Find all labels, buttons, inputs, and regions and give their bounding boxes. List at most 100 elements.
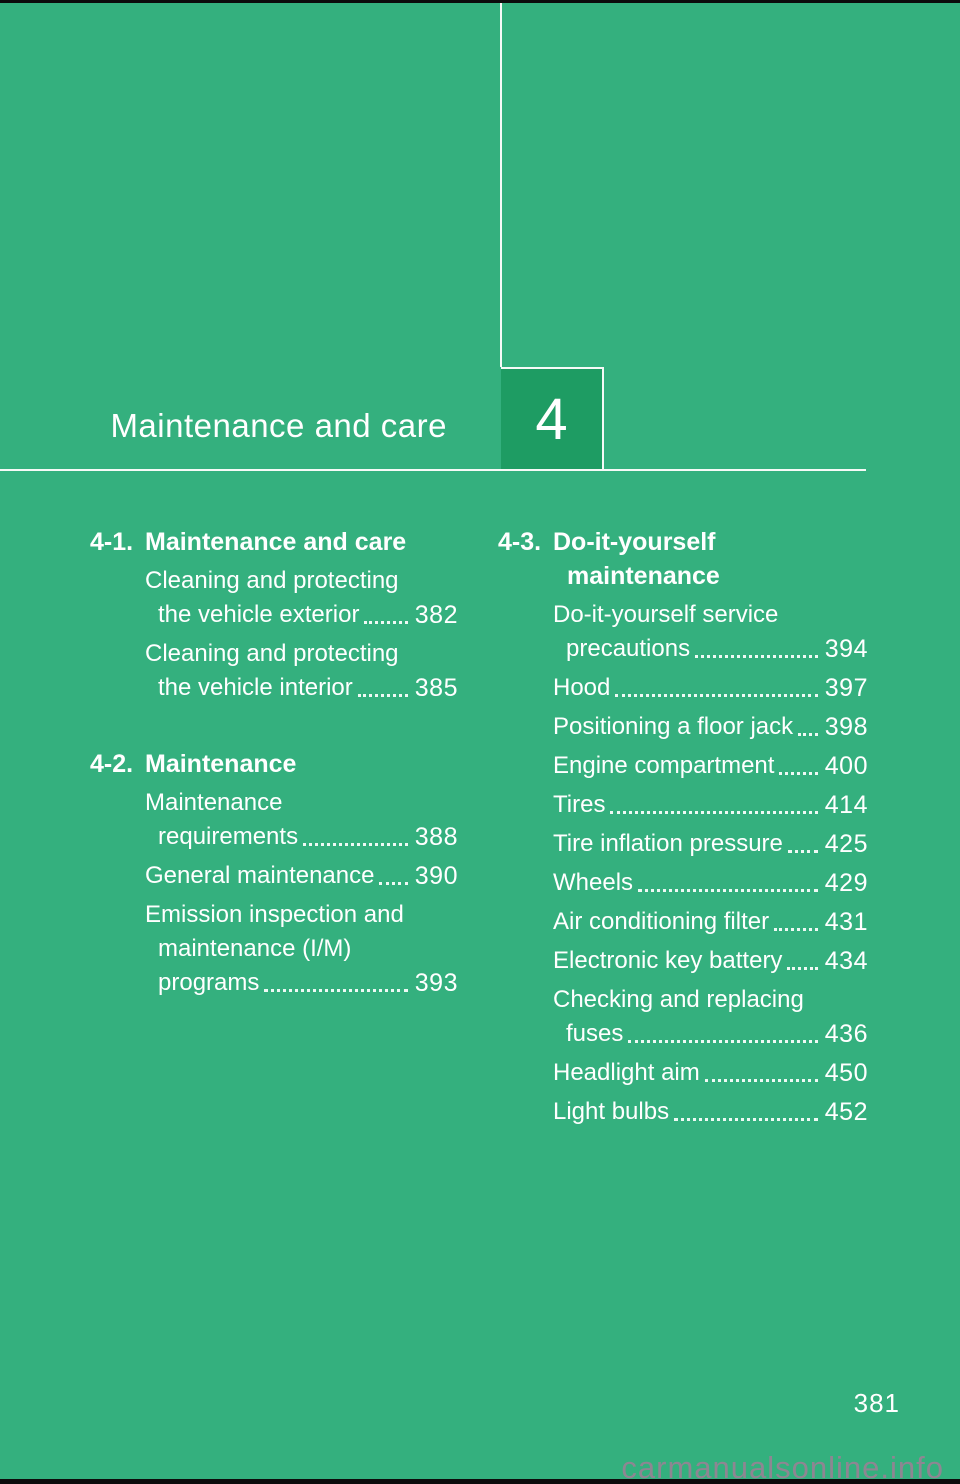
entry-label: Headlight aim	[553, 1059, 700, 1086]
section-header: 4-1. Maintenance and care	[90, 525, 458, 559]
chapter-title: Maintenance and care	[110, 407, 447, 444]
entry-label: Hood	[553, 674, 611, 701]
entry-text-line: Checking and replacing	[553, 986, 804, 1013]
entry-last-line: precautions 394	[553, 632, 868, 666]
entry-page-number: 425	[824, 830, 868, 858]
dot-leader	[779, 772, 818, 775]
entry-last-line: Headlight aim 450	[553, 1056, 868, 1090]
entry-page-number: 431	[824, 908, 868, 936]
bottom-edge-bar	[0, 1479, 960, 1484]
dot-leader	[379, 882, 408, 885]
entry-last-line: Hood 397	[553, 671, 868, 705]
entry-page-number: 398	[824, 713, 868, 741]
dot-leader	[638, 889, 818, 892]
entry-text-line: Do-it-yourself service	[553, 601, 779, 628]
entry-last-line: Wheels 429	[553, 866, 868, 900]
toc-entry: Hood 397	[498, 671, 868, 705]
entry-last-line: Tire inflation pressure 425	[553, 827, 868, 861]
dot-leader	[610, 811, 818, 814]
watermark-text: carmanualsonline.info	[621, 1450, 944, 1484]
entry-label: Tires	[553, 791, 606, 818]
entry-last-line: the vehicle exterior 382	[145, 598, 458, 632]
entry-page-number: 397	[824, 674, 868, 702]
section-title: Maintenance and care	[145, 525, 406, 559]
entry-label: Electronic key battery	[553, 947, 783, 974]
entry-last-line: programs 393	[145, 966, 458, 1000]
toc-column-right: 4-3. Do-it-yourself maintenance Do-it-yours…	[498, 525, 868, 1129]
entry-label: programs	[158, 969, 260, 996]
page-number: 381	[853, 1388, 900, 1418]
section-number: 4-1.	[90, 528, 134, 556]
section-title-line: Maintenance and care	[145, 528, 407, 556]
entry-label: Positioning a floor jack	[553, 713, 794, 740]
entry-page-number: 393	[414, 969, 458, 997]
toc-entry: Light bulbs 452	[498, 1095, 868, 1129]
entry-label: Air conditioning filter	[553, 908, 770, 935]
dot-leader	[787, 850, 818, 853]
entry-text-line: Emission inspection and	[145, 901, 404, 928]
dot-leader	[695, 655, 818, 658]
entry-page-number: 394	[824, 635, 868, 663]
toc-entry: Cleaning and protecting the vehicle inter…	[90, 637, 458, 705]
entry-page-number: 382	[414, 601, 458, 629]
top-edge-bar	[0, 0, 960, 3]
entry-text-line: Cleaning and protecting	[145, 567, 399, 594]
entry-label: requirements	[158, 823, 299, 850]
entry-last-line: Air conditioning filter 431	[553, 905, 868, 939]
section-title: Do-it-yourself maintenance	[553, 525, 720, 593]
section-title-line: Maintenance	[145, 750, 297, 778]
toc-entry: Emission inspection and maintenance (I/M)…	[90, 898, 458, 1000]
section-title-line: Do-it-yourself	[553, 528, 716, 556]
section-title: Maintenance	[145, 747, 296, 781]
entry-label: the vehicle exterior	[158, 601, 360, 628]
toc-entry: Headlight aim 450	[498, 1056, 868, 1090]
entry-page-number: 436	[824, 1020, 868, 1048]
toc-entry: Air conditioning filter 431	[498, 905, 868, 939]
section-header: 4-2. Maintenance	[90, 747, 458, 781]
header-horizontal-rule	[0, 469, 866, 471]
dot-leader	[615, 694, 818, 697]
entry-page-number: 390	[414, 862, 458, 890]
toc-entry: Tires 414	[498, 788, 868, 822]
entry-page-number: 414	[824, 791, 868, 819]
toc-entry: Do-it-yourself service precautions 394	[498, 598, 868, 666]
toc-entry: Electronic key battery 434	[498, 944, 868, 978]
entry-page-number: 385	[414, 674, 458, 702]
toc-entry: Cleaning and protecting the vehicle exter…	[90, 564, 458, 632]
toc-section: 4-1. Maintenance and care Cleaning and pro…	[90, 525, 458, 705]
section-number: 4-2.	[90, 750, 134, 778]
chapter-number-box: 4	[501, 367, 604, 470]
toc-entry: Checking and replacing fuses 436	[498, 983, 868, 1051]
dot-leader	[264, 989, 408, 992]
dot-leader	[774, 928, 818, 931]
entry-last-line: fuses 436	[553, 1017, 868, 1051]
entry-page-number: 388	[414, 823, 458, 851]
toc-entry: Engine compartment 400	[498, 749, 868, 783]
chapter-number: 4	[535, 386, 568, 452]
toc-column-left: 4-1. Maintenance and care Cleaning and pro…	[90, 525, 458, 1000]
entry-label: Tire inflation pressure	[553, 830, 783, 857]
toc-entry: Positioning a floor jack 398	[498, 710, 868, 744]
toc-entry: General maintenance 390	[90, 859, 458, 893]
entry-last-line: Electronic key battery 434	[553, 944, 868, 978]
entry-page-number: 450	[824, 1059, 868, 1087]
dot-leader	[674, 1118, 818, 1121]
entry-label: fuses	[566, 1020, 624, 1047]
toc-entry: Maintenance requirements 388	[90, 786, 458, 854]
entry-page-number: 434	[824, 947, 868, 975]
section-header: 4-3. Do-it-yourself maintenance	[498, 525, 868, 593]
entry-text-line: Maintenance	[145, 789, 283, 816]
entry-last-line: the vehicle interior 385	[145, 671, 458, 705]
section-title-line: maintenance	[567, 562, 720, 590]
entry-label: Engine compartment	[553, 752, 775, 779]
entry-page-number: 400	[824, 752, 868, 780]
toc-section: 4-2. Maintenance Maintenance requirements 38…	[90, 747, 458, 1000]
section-number: 4-3.	[498, 528, 542, 556]
entry-last-line: Light bulbs 452	[553, 1095, 868, 1129]
header-vertical-rule	[500, 3, 502, 367]
dot-leader	[787, 967, 818, 970]
entry-last-line: Engine compartment 400	[553, 749, 868, 783]
entry-label: precautions	[566, 635, 691, 662]
toc-entry: Wheels 429	[498, 866, 868, 900]
